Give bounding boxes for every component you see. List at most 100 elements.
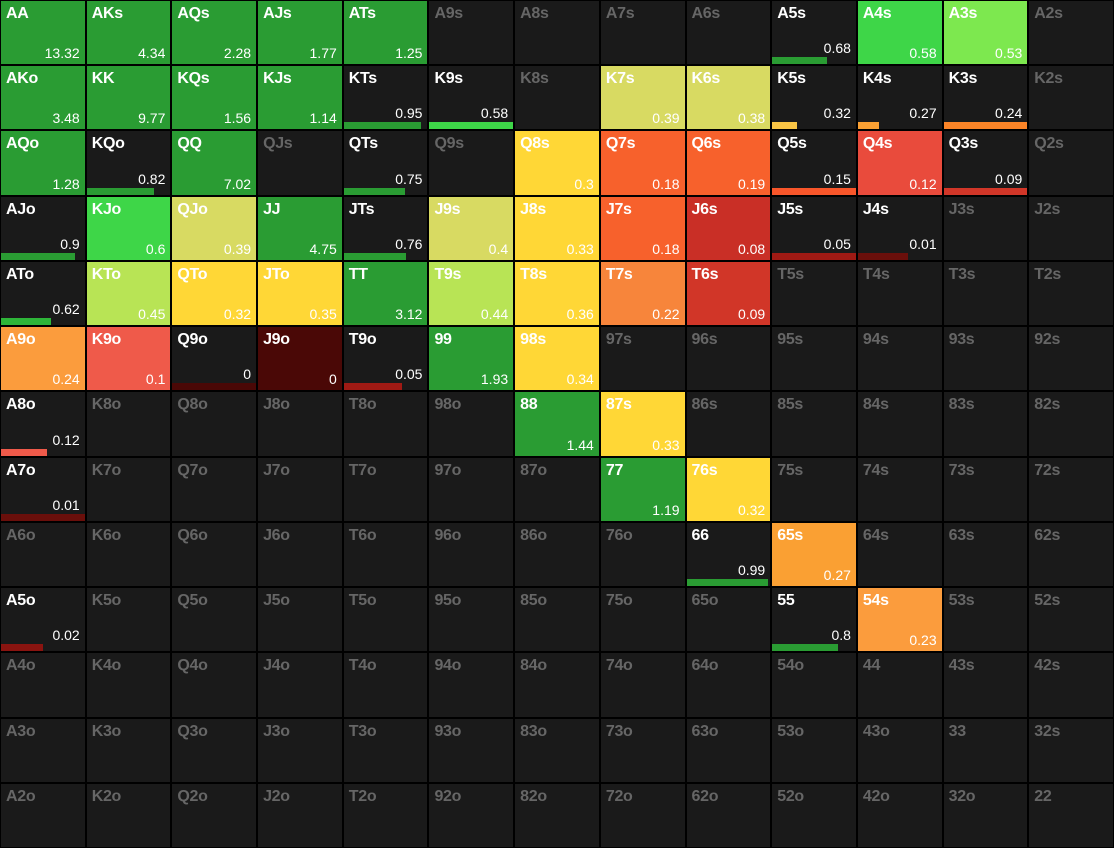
hand-cell-86o[interactable]: 86o [514,522,600,587]
hand-cell-K2o[interactable]: K2o [86,783,172,848]
hand-cell-Q4s[interactable]: Q4s0.12 [857,130,943,195]
hand-cell-86s[interactable]: 86s [686,391,772,456]
hand-cell-T9o[interactable]: T9o0.05 [343,326,429,391]
hand-cell-87s[interactable]: 87s0.33 [600,391,686,456]
hand-cell-A3s[interactable]: A3s0.53 [943,0,1029,65]
hand-cell-84o[interactable]: 84o [514,652,600,717]
hand-cell-QQ[interactable]: QQ7.02 [171,130,257,195]
hand-cell-32s[interactable]: 32s [1028,718,1114,783]
hand-cell-ATo[interactable]: ATo0.62 [0,261,86,326]
hand-cell-52s[interactable]: 52s [1028,587,1114,652]
hand-cell-99[interactable]: 991.93 [428,326,514,391]
hand-cell-92o[interactable]: 92o [428,783,514,848]
hand-cell-J3o[interactable]: J3o [257,718,343,783]
hand-cell-J3s[interactable]: J3s [943,196,1029,261]
hand-cell-63o[interactable]: 63o [686,718,772,783]
hand-cell-AKs[interactable]: AKs4.34 [86,0,172,65]
hand-cell-J7s[interactable]: J7s0.18 [600,196,686,261]
hand-cell-K9o[interactable]: K9o0.1 [86,326,172,391]
hand-cell-63s[interactable]: 63s [943,522,1029,587]
hand-cell-83s[interactable]: 83s [943,391,1029,456]
hand-cell-KTs[interactable]: KTs0.95 [343,65,429,130]
hand-cell-K6o[interactable]: K6o [86,522,172,587]
hand-cell-97o[interactable]: 97o [428,457,514,522]
hand-cell-88[interactable]: 881.44 [514,391,600,456]
hand-cell-54s[interactable]: 54s0.23 [857,587,943,652]
hand-cell-Q6s[interactable]: Q6s0.19 [686,130,772,195]
hand-cell-AJo[interactable]: AJo0.9 [0,196,86,261]
hand-cell-K4s[interactable]: K4s0.27 [857,65,943,130]
hand-cell-A4o[interactable]: A4o [0,652,86,717]
hand-cell-T4s[interactable]: T4s [857,261,943,326]
hand-cell-KQs[interactable]: KQs1.56 [171,65,257,130]
hand-cell-94o[interactable]: 94o [428,652,514,717]
hand-cell-ATs[interactable]: ATs1.25 [343,0,429,65]
hand-cell-K7s[interactable]: K7s0.39 [600,65,686,130]
hand-cell-96s[interactable]: 96s [686,326,772,391]
hand-cell-A9s[interactable]: A9s [428,0,514,65]
hand-cell-K6s[interactable]: K6s0.38 [686,65,772,130]
hand-cell-62o[interactable]: 62o [686,783,772,848]
hand-cell-KTo[interactable]: KTo0.45 [86,261,172,326]
hand-cell-J4o[interactable]: J4o [257,652,343,717]
hand-cell-A8s[interactable]: A8s [514,0,600,65]
hand-cell-54o[interactable]: 54o [771,652,857,717]
hand-cell-94s[interactable]: 94s [857,326,943,391]
hand-cell-T6o[interactable]: T6o [343,522,429,587]
hand-cell-Q8s[interactable]: Q8s0.3 [514,130,600,195]
hand-cell-64s[interactable]: 64s [857,522,943,587]
hand-cell-92s[interactable]: 92s [1028,326,1114,391]
hand-cell-76o[interactable]: 76o [600,522,686,587]
hand-cell-98o[interactable]: 98o [428,391,514,456]
hand-cell-42o[interactable]: 42o [857,783,943,848]
hand-cell-KQo[interactable]: KQo0.82 [86,130,172,195]
hand-cell-T8s[interactable]: T8s0.36 [514,261,600,326]
hand-cell-K4o[interactable]: K4o [86,652,172,717]
hand-cell-82s[interactable]: 82s [1028,391,1114,456]
hand-cell-32o[interactable]: 32o [943,783,1029,848]
hand-cell-QTs[interactable]: QTs0.75 [343,130,429,195]
hand-cell-Q9s[interactable]: Q9s [428,130,514,195]
hand-cell-AA[interactable]: AA13.32 [0,0,86,65]
hand-cell-A6s[interactable]: A6s [686,0,772,65]
hand-cell-Q7s[interactable]: Q7s0.18 [600,130,686,195]
hand-cell-74s[interactable]: 74s [857,457,943,522]
hand-cell-Q7o[interactable]: Q7o [171,457,257,522]
hand-cell-95o[interactable]: 95o [428,587,514,652]
hand-cell-Q9o[interactable]: Q9o0 [171,326,257,391]
hand-cell-J2s[interactable]: J2s [1028,196,1114,261]
hand-cell-Q2s[interactable]: Q2s [1028,130,1114,195]
hand-cell-83o[interactable]: 83o [514,718,600,783]
hand-cell-A2s[interactable]: A2s [1028,0,1114,65]
hand-cell-J6o[interactable]: J6o [257,522,343,587]
hand-cell-KJs[interactable]: KJs1.14 [257,65,343,130]
hand-cell-K3s[interactable]: K3s0.24 [943,65,1029,130]
hand-cell-66[interactable]: 660.99 [686,522,772,587]
hand-cell-43o[interactable]: 43o [857,718,943,783]
hand-cell-T9s[interactable]: T9s0.44 [428,261,514,326]
hand-cell-J9s[interactable]: J9s0.4 [428,196,514,261]
hand-cell-96o[interactable]: 96o [428,522,514,587]
hand-cell-K9s[interactable]: K9s0.58 [428,65,514,130]
hand-cell-A5s[interactable]: A5s0.68 [771,0,857,65]
hand-cell-33[interactable]: 33 [943,718,1029,783]
hand-cell-AQo[interactable]: AQo1.28 [0,130,86,195]
hand-cell-73s[interactable]: 73s [943,457,1029,522]
hand-cell-T3s[interactable]: T3s [943,261,1029,326]
hand-cell-J5o[interactable]: J5o [257,587,343,652]
hand-cell-QTo[interactable]: QTo0.32 [171,261,257,326]
hand-cell-Q3o[interactable]: Q3o [171,718,257,783]
hand-cell-J5s[interactable]: J5s0.05 [771,196,857,261]
hand-cell-J8s[interactable]: J8s0.33 [514,196,600,261]
hand-cell-Q4o[interactable]: Q4o [171,652,257,717]
hand-cell-J4s[interactable]: J4s0.01 [857,196,943,261]
hand-cell-A7s[interactable]: A7s [600,0,686,65]
hand-cell-T5o[interactable]: T5o [343,587,429,652]
hand-cell-Q5o[interactable]: Q5o [171,587,257,652]
hand-cell-A7o[interactable]: A7o0.01 [0,457,86,522]
hand-cell-A5o[interactable]: A5o0.02 [0,587,86,652]
hand-cell-A2o[interactable]: A2o [0,783,86,848]
hand-cell-75o[interactable]: 75o [600,587,686,652]
hand-cell-72s[interactable]: 72s [1028,457,1114,522]
hand-cell-Q2o[interactable]: Q2o [171,783,257,848]
